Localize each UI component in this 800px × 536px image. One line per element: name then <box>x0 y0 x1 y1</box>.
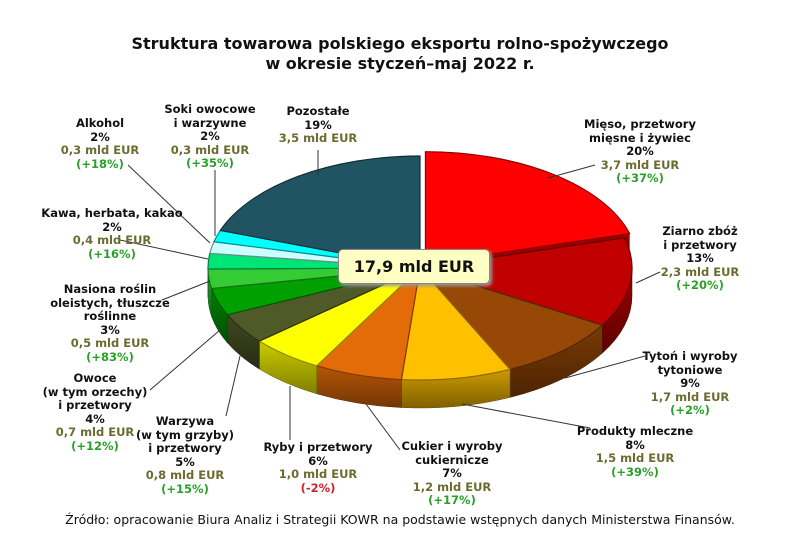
slice-name: Kawa, herbata, kakao <box>41 206 183 220</box>
leader-line <box>119 239 209 260</box>
slice-value: 1,2 mld EUR <box>412 479 492 494</box>
slice-name: i przetwory <box>663 237 737 252</box>
slice-name: Warzywa <box>155 414 215 428</box>
slice-percent: 2% <box>90 129 110 144</box>
slice-label: Mięso, przetwory mięsne i żywiec 20% 3,7 ml… <box>540 117 740 186</box>
slice-name: Ziarno zbóż <box>662 224 738 238</box>
chart-subtitle: w okresie styczeń–maj 2022 r. <box>265 54 535 73</box>
slice-change: (+16%) <box>88 246 136 261</box>
leader-line <box>461 403 591 429</box>
slice-label: Produkty mleczne 8% 1,5 mld EUR (+39%) <box>535 424 735 479</box>
slice-change: (+18%) <box>76 156 124 171</box>
slice-label: Nasiona roślin oleistych, tłuszcze roślinn… <box>10 282 210 364</box>
pie-slice <box>400 266 512 381</box>
slice-value: 0,5 mld EUR <box>70 336 150 350</box>
slice-value: 0,3 mld EUR <box>60 143 140 157</box>
slice-name: i przetwory <box>58 398 132 412</box>
slice-value: 0,3 mld EUR <box>170 142 250 157</box>
slice-change: (+35%) <box>186 156 234 170</box>
pie-slice <box>219 155 421 269</box>
slice-percent: 3% <box>100 322 120 337</box>
slice-name: Tytoń i wyroby <box>642 349 738 363</box>
slice-name: (w tym orzechy) <box>42 384 148 399</box>
slice-value: 1,0 mld EUR <box>278 467 358 481</box>
source-note: Źródło: opracowanie Biura Analiz i Strat… <box>65 512 735 527</box>
slice-change: (-2%) <box>300 480 336 495</box>
slice-label: Kawa, herbata, kakao 2% 0,4 mld EUR (+16%) <box>12 206 212 261</box>
slice-name: Produkty mleczne <box>576 424 694 438</box>
slice-name: cukiernicze <box>415 452 489 467</box>
slice-name: Alkohol <box>75 116 125 130</box>
leader-line <box>149 329 221 391</box>
slice-name: Soki owocowe <box>164 102 256 116</box>
slice-percent: 2% <box>200 129 220 143</box>
slice-percent: 8% <box>625 437 645 452</box>
slice-percent: 4% <box>85 411 105 426</box>
slice-name: i przetwory <box>148 441 222 455</box>
leader-line <box>225 355 241 417</box>
slice-label: Alkohol 2% 0,3 mld EUR (+18%) <box>0 116 200 171</box>
slice-name: mięsne i żywiec <box>589 130 691 145</box>
total-label: 17,9 mld EUR <box>338 249 490 284</box>
slice-label: Pozostałe 19% 3,5 mld EUR <box>218 104 418 146</box>
slice-percent: 19% <box>304 117 332 132</box>
slice-value: 2,3 mld EUR <box>660 264 740 279</box>
slice-value: 0,7 mld EUR <box>55 425 135 439</box>
slice-name: tytoniowe <box>657 362 723 377</box>
leader-line <box>365 403 401 451</box>
slice-value: 0,4 mld EUR <box>72 233 152 247</box>
slice-percent: 9% <box>680 376 700 390</box>
slice-name: (w tym grzyby) <box>136 427 234 442</box>
leader-line <box>547 164 596 179</box>
slice-label: Ziarno zbóż i przetwory 13% 2,3 mld EUR (+20… <box>600 224 800 293</box>
slice-percent: 13% <box>686 251 714 265</box>
slice-name: Ryby i przetwory <box>263 440 373 454</box>
slice-name: Mięso, przetwory <box>584 117 696 131</box>
slice-label: Warzywa (w tym grzyby) i przetwory 5% 0,8 ml… <box>85 414 285 496</box>
slice-percent: 5% <box>175 454 195 469</box>
chart-title: Struktura towarowa polskiego eksportu ro… <box>131 34 669 53</box>
slice-percent: 7% <box>442 466 462 480</box>
leader-line <box>127 164 211 244</box>
slice-tops <box>207 151 633 381</box>
slice-label: Owoce (w tym orzechy) i przetwory 4% 0,7 mld… <box>0 371 195 453</box>
leader-line <box>161 280 211 301</box>
slice-change: (+39%) <box>611 464 659 479</box>
pie-slice <box>424 151 631 265</box>
slice-change: (+37%) <box>616 171 664 185</box>
chart-title-block: Struktura towarowa polskiego eksportu ro… <box>0 34 800 74</box>
slice-change: (+12%) <box>71 438 119 453</box>
slice-change: (+17%) <box>428 493 476 507</box>
slice-change: (+15%) <box>161 481 209 496</box>
slice-name: Owoce <box>73 371 117 385</box>
slice-name: Cukier i wyroby <box>401 439 503 453</box>
slice-percent: 6% <box>308 453 328 468</box>
slice-label: Tytoń i wyroby tytoniowe 9% 1,7 mld EUR (+2%… <box>590 349 790 418</box>
pie-slice <box>418 266 604 371</box>
slice-percent: 2% <box>102 219 122 234</box>
slice-change: (+20%) <box>676 278 724 292</box>
slice-label: Cukier i wyroby cukiernicze 7% 1,2 mld EUR(… <box>352 439 552 508</box>
leader-line <box>635 271 661 284</box>
slice-percent: 20% <box>626 144 654 158</box>
slice-change: (+2%) <box>670 403 710 417</box>
leader-lines <box>119 150 661 451</box>
slice-value: 1,5 mld EUR <box>595 451 675 465</box>
slice-value: 3,5 mld EUR <box>278 131 358 145</box>
slice-value: 0,8 mld EUR <box>145 468 225 482</box>
leader-line <box>564 355 646 379</box>
slice-change: (+83%) <box>86 349 134 364</box>
slice-name: Nasiona roślin <box>63 282 157 296</box>
pie-slice <box>419 237 633 326</box>
slice-label: Ryby i przetwory 6% 1,0 mld EUR (-2%) <box>218 440 418 495</box>
slice-value: 1,7 mld EUR <box>650 389 730 404</box>
slice-value: 3,7 mld EUR <box>600 157 680 172</box>
slice-name: i warzywne <box>173 115 247 130</box>
slice-name: Pozostałe <box>286 104 350 118</box>
slice-label: Soki owocowe i warzywne 2% 0,3 mld EUR (+35%… <box>110 102 310 171</box>
slice-name: oleistych, tłuszcze <box>50 295 170 310</box>
slice-name: roślinne <box>83 309 137 323</box>
